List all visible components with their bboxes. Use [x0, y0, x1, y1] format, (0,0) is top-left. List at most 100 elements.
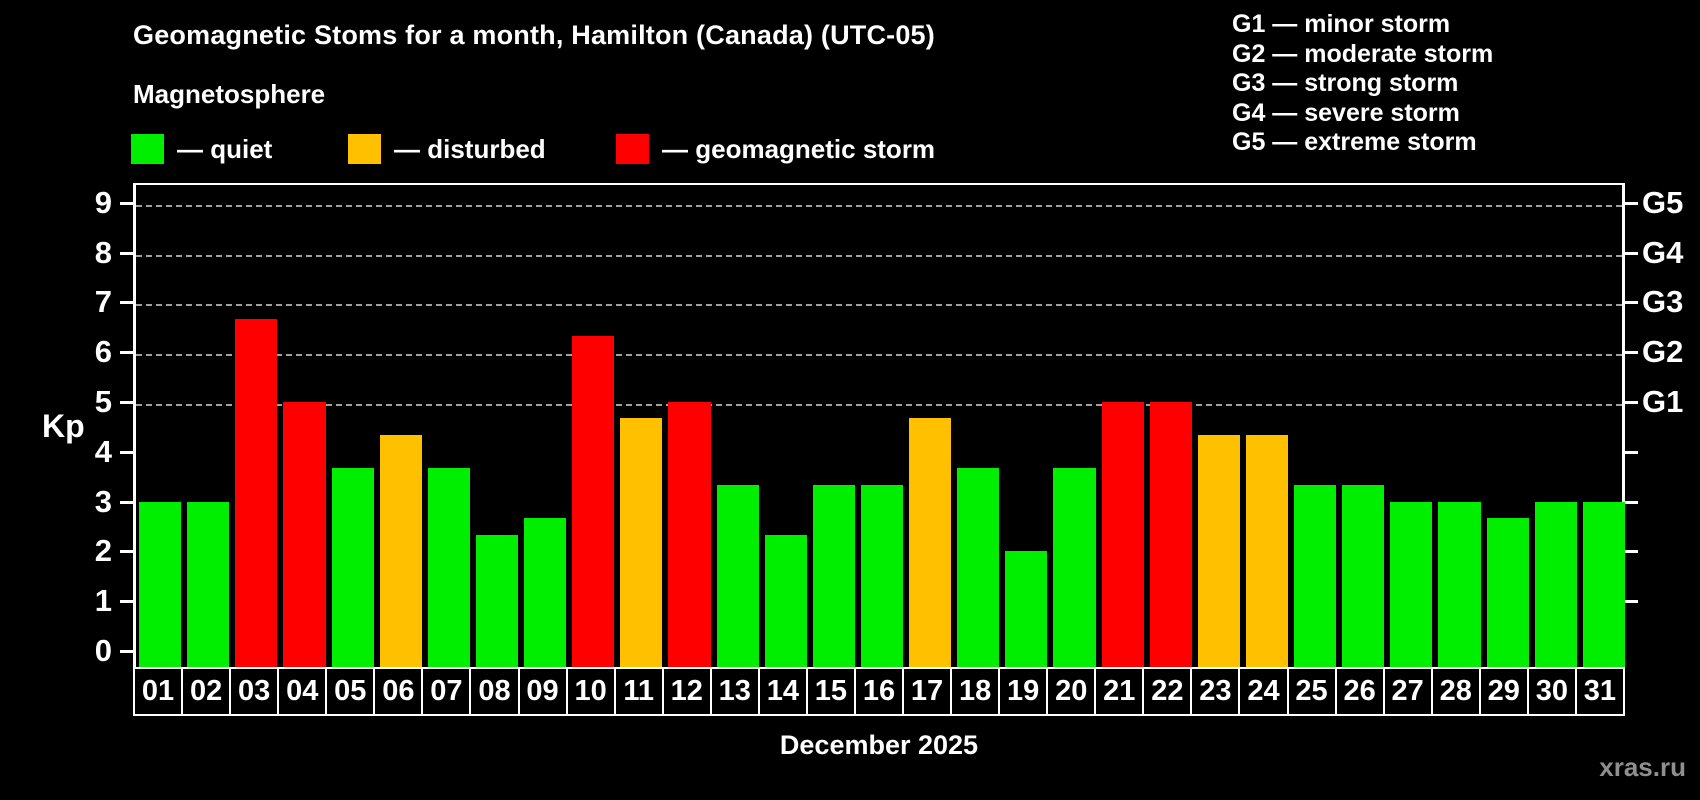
day-label-25: 25: [1286, 667, 1337, 716]
bar-day-12: [668, 402, 711, 667]
left-tick: [120, 500, 133, 504]
right-tick: [1625, 550, 1638, 554]
y-tick-label-8: 8: [94, 234, 112, 270]
day-label-31: 31: [1574, 667, 1625, 716]
y-tick-label-9: 9: [94, 184, 112, 220]
day-label-10: 10: [565, 667, 616, 716]
g-legend-line: G2 — moderate storm: [1232, 39, 1494, 68]
g-legend-line: G5 — extreme storm: [1232, 128, 1477, 157]
left-tick: [120, 251, 133, 255]
g-legend-line: G3 — strong storm: [1232, 69, 1459, 98]
chart-subtitle: Magnetosphere: [133, 79, 326, 109]
left-tick: [120, 401, 133, 404]
watermark: xras.ru: [1599, 752, 1686, 782]
gridline-kp-6: [136, 354, 1622, 357]
day-label-08: 08: [469, 667, 520, 716]
day-label-11: 11: [613, 667, 664, 716]
left-tick: [120, 201, 133, 205]
storm-swatch-icon: [616, 134, 649, 164]
day-label-07: 07: [421, 667, 472, 716]
g-tick-label-G5: G5: [1642, 184, 1684, 220]
bar-day-01: [139, 501, 182, 667]
day-label-27: 27: [1382, 667, 1433, 716]
g-legend-line: G1 — minor storm: [1232, 10, 1451, 38]
day-label-04: 04: [277, 667, 328, 716]
left-tick: [120, 600, 133, 604]
day-label-26: 26: [1334, 667, 1385, 716]
y-tick-label-2: 2: [94, 533, 112, 569]
bar-day-16: [860, 485, 904, 667]
x-axis-month-label: December 2025: [779, 730, 979, 760]
day-label-18: 18: [950, 667, 1001, 716]
bar-day-19: [1005, 551, 1048, 667]
y-tick-label-5: 5: [94, 384, 112, 419]
bar-day-08: [475, 534, 519, 667]
day-label-06: 06: [373, 667, 424, 716]
bar-day-27: [1390, 501, 1433, 667]
g-legend-line: G4 — severe storm: [1232, 98, 1460, 127]
day-label-01: 01: [133, 667, 184, 716]
bar-day-26: [1342, 485, 1385, 667]
left-tick: [120, 301, 133, 305]
bar-day-03: [235, 318, 278, 667]
y-tick-label-0: 0: [94, 633, 112, 668]
bar-day-24: [1245, 435, 1289, 667]
day-label-29: 29: [1478, 667, 1529, 716]
day-label-12: 12: [661, 667, 712, 716]
legend-label: — geomagnetic storm: [662, 134, 936, 164]
y-tick-label-3: 3: [94, 483, 112, 519]
right-tick: [1625, 500, 1638, 504]
bar-day-23: [1197, 435, 1240, 667]
bar-day-18: [957, 468, 1000, 667]
bar-day-17: [909, 418, 952, 667]
bar-day-02: [187, 501, 230, 667]
day-label-03: 03: [229, 667, 280, 716]
legend-label: — quiet: [177, 134, 273, 164]
g-tick-label-G2: G2: [1642, 334, 1684, 370]
bar-day-21: [1101, 402, 1144, 667]
day-label-22: 22: [1142, 667, 1193, 716]
day-label-02: 02: [181, 667, 232, 716]
y-tick-label-7: 7: [94, 284, 112, 320]
day-label-30: 30: [1526, 667, 1577, 716]
day-label-17: 17: [902, 667, 953, 716]
day-label-14: 14: [757, 667, 808, 716]
chart-title: Geomagnetic Stoms for a month, Hamilton …: [133, 20, 935, 50]
g-tick-label-G1: G1: [1642, 384, 1684, 419]
quiet-swatch-icon: [131, 134, 164, 164]
bar-day-15: [812, 485, 855, 667]
bar-day-30: [1534, 501, 1577, 667]
left-tick: [120, 351, 133, 355]
right-tick: [1625, 600, 1638, 604]
day-label-13: 13: [709, 667, 760, 716]
day-label-23: 23: [1190, 667, 1241, 716]
y-tick-label-4: 4: [94, 433, 112, 469]
day-label-19: 19: [998, 667, 1049, 716]
bar-day-05: [331, 468, 374, 667]
bar-day-11: [620, 418, 663, 667]
gridline-kp-8: [136, 254, 1622, 257]
g-tick-label-G3: G3: [1642, 284, 1684, 320]
g-tick-label-G4: G4: [1642, 234, 1684, 270]
bar-day-10: [572, 335, 615, 667]
day-label-20: 20: [1046, 667, 1097, 716]
bar-day-04: [283, 402, 326, 667]
left-tick: [120, 650, 133, 653]
y-axis-label: Kp: [42, 408, 85, 444]
bar-day-07: [427, 468, 470, 667]
day-label-16: 16: [853, 667, 904, 716]
day-label-28: 28: [1430, 667, 1481, 716]
right-tick: [1625, 450, 1638, 454]
day-label-05: 05: [325, 667, 376, 716]
day-label-21: 21: [1094, 667, 1145, 716]
g-scale-legend: G1 — minor storm G2 — moderate storm G3 — …: [1232, 10, 1493, 158]
x-axis-day-row: 01 02 03 04 05 06 07 08 09 10 11 12 13 14 15 16 17 18 19 20…: [133, 667, 1625, 716]
right-tick: [1625, 251, 1638, 255]
bar-day-13: [716, 485, 759, 667]
gridline-kp-5: [136, 404, 1622, 406]
day-label-15: 15: [805, 667, 856, 716]
bar-day-28: [1438, 501, 1481, 667]
bar-day-29: [1486, 518, 1529, 667]
bar-day-09: [524, 518, 567, 667]
